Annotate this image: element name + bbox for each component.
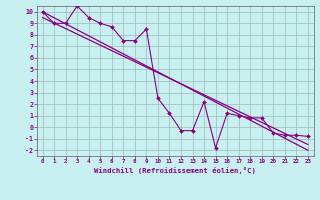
X-axis label: Windchill (Refroidissement éolien,°C): Windchill (Refroidissement éolien,°C) <box>94 167 256 174</box>
